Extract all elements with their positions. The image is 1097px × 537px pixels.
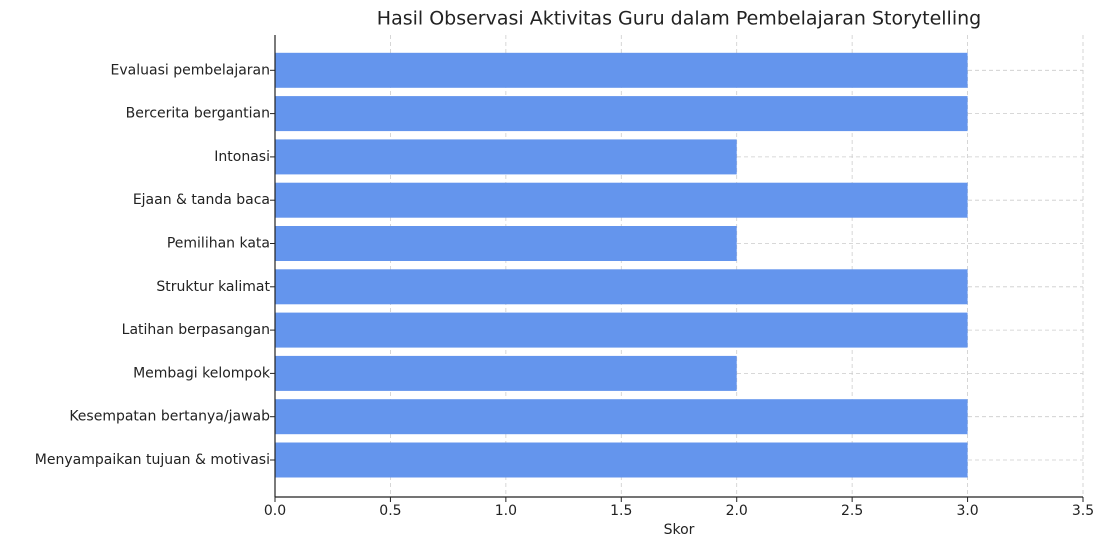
x-tick-label: 1.0 — [495, 503, 517, 519]
bar — [275, 312, 968, 348]
y-tick-label: Ejaan & tanda baca — [133, 192, 270, 208]
x-tick-label: 3.0 — [956, 503, 978, 519]
y-tick-label: Kesempatan bertanya/jawab — [69, 409, 270, 425]
y-tick-label: Bercerita bergantian — [126, 106, 270, 122]
y-tick-label: Pemilihan kata — [167, 236, 270, 252]
y-tick-label: Latihan berpasangan — [122, 322, 270, 338]
x-tick-label: 2.0 — [726, 503, 748, 519]
bar — [275, 182, 968, 218]
x-tick-label: 1.5 — [610, 503, 632, 519]
bar — [275, 96, 968, 132]
bar — [275, 52, 968, 88]
bar — [275, 226, 737, 261]
y-tick-label: Membagi kelompok — [133, 365, 271, 381]
y-tick-label: Intonasi — [214, 149, 270, 165]
bar — [275, 355, 737, 391]
bar — [275, 269, 968, 305]
x-axis-label: Skor — [664, 522, 695, 537]
x-tick-label: 0.5 — [379, 503, 401, 519]
x-tick-label: 3.5 — [1072, 503, 1094, 519]
bar — [275, 399, 968, 435]
chart-title: Hasil Observasi Aktivitas Guru dalam Pem… — [377, 8, 981, 30]
x-tick-label: 0.0 — [264, 503, 286, 519]
y-tick-label: Struktur kalimat — [156, 279, 270, 295]
y-tick-label: Evaluasi pembelajaran — [111, 62, 270, 78]
bar — [275, 442, 968, 478]
y-tick-label: Menyampaikan tujuan & motivasi — [35, 452, 270, 468]
x-tick-label: 2.5 — [841, 503, 863, 519]
bar — [275, 139, 737, 175]
